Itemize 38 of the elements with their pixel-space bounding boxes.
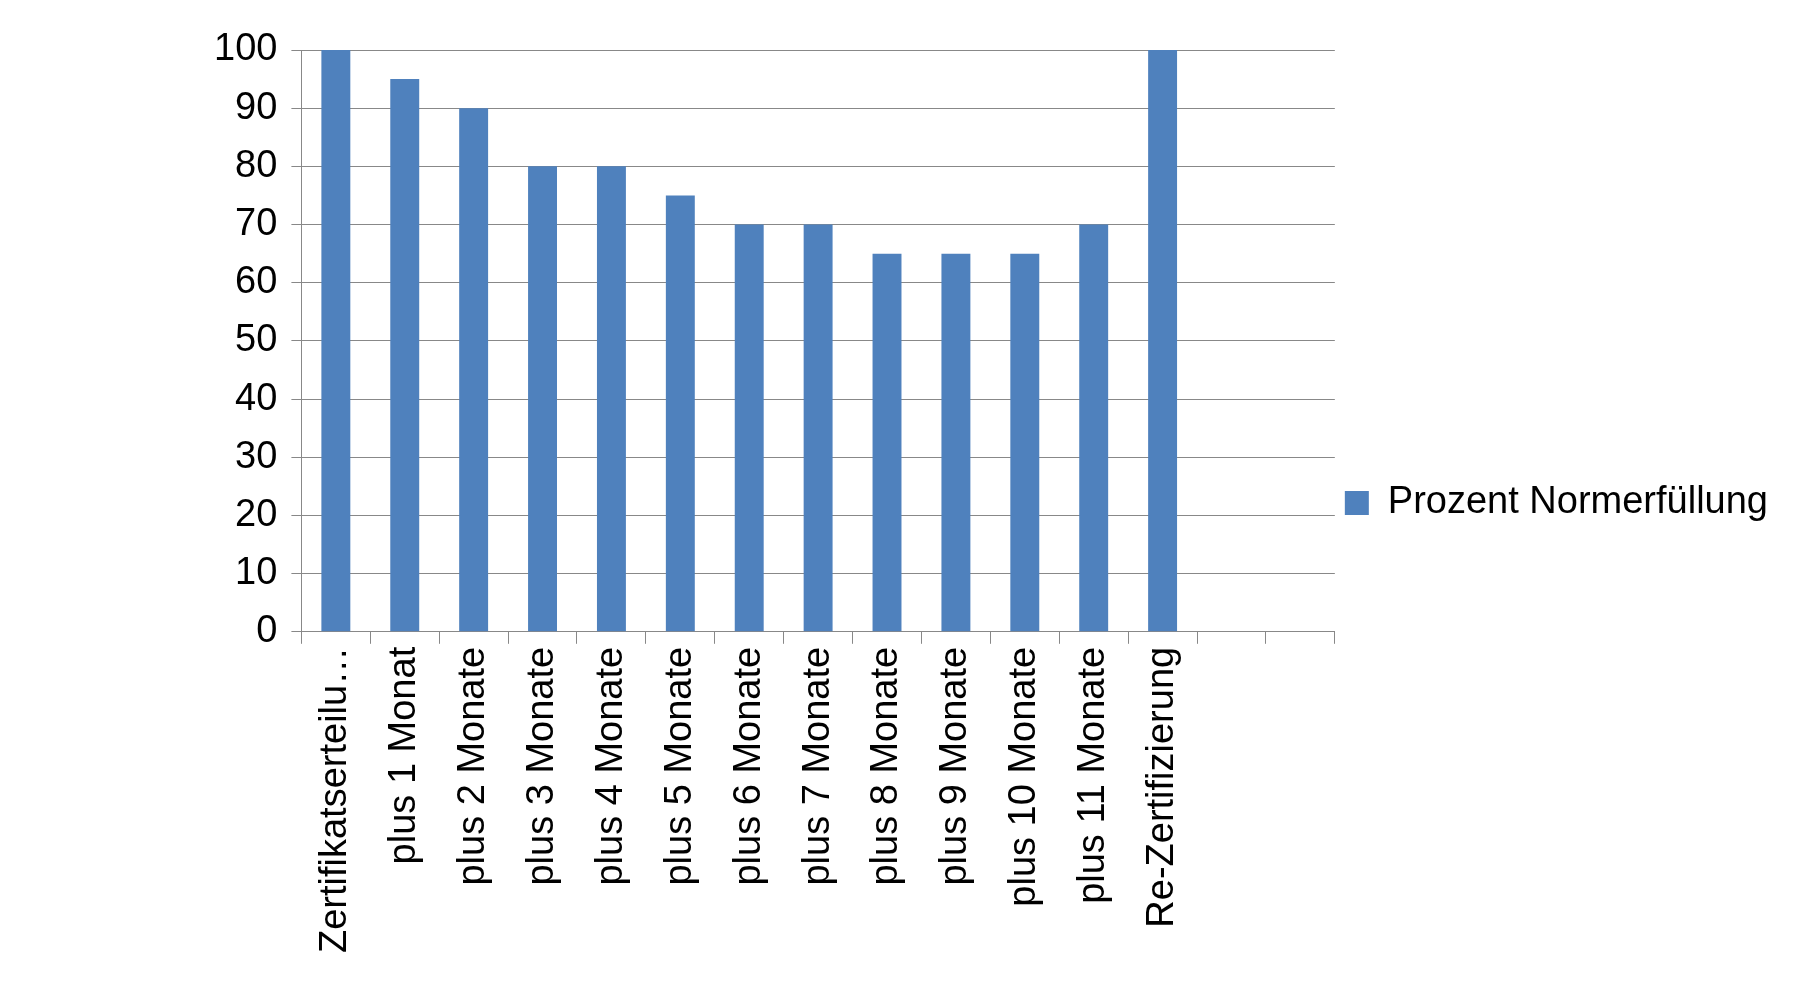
x-tick-label: plus 7 Monate bbox=[794, 646, 837, 886]
bar bbox=[390, 79, 420, 632]
x-tick-label: plus 8 Monate bbox=[863, 646, 906, 886]
bar bbox=[803, 224, 833, 632]
bar bbox=[665, 195, 695, 632]
bar bbox=[459, 108, 489, 632]
bar bbox=[1079, 224, 1109, 632]
x-tick-label: plus 2 Monate bbox=[450, 646, 493, 886]
bar bbox=[1148, 50, 1178, 632]
x-tick-label: Zertifikatserteilu… bbox=[312, 646, 355, 954]
y-tick-label: 60 bbox=[235, 259, 278, 302]
y-tick-label: 20 bbox=[235, 491, 278, 534]
bar bbox=[1010, 253, 1040, 632]
bar bbox=[321, 50, 351, 632]
y-tick-label: 40 bbox=[235, 375, 278, 418]
bar bbox=[528, 166, 557, 632]
x-tick-label: plus 4 Monate bbox=[587, 646, 630, 886]
y-tick-label: 50 bbox=[235, 317, 278, 360]
y-tick-label: 30 bbox=[235, 433, 278, 476]
legend-label: Prozent Normerfüllung bbox=[1387, 479, 1768, 522]
y-tick-label: 80 bbox=[235, 142, 278, 185]
x-tick-label: Re-Zertifizierung bbox=[1139, 646, 1182, 928]
y-tick-label: 10 bbox=[235, 550, 278, 593]
x-tick-label: plus 5 Monate bbox=[656, 646, 699, 886]
y-tick-label: 90 bbox=[235, 84, 278, 127]
bar bbox=[941, 253, 971, 632]
x-tick-label: plus 9 Monate bbox=[932, 646, 975, 886]
x-tick-label: plus 11 Monate bbox=[1070, 646, 1113, 904]
y-tick-label: 70 bbox=[235, 201, 278, 244]
x-tick-label: plus 1 Monat bbox=[381, 646, 424, 865]
bar bbox=[734, 224, 764, 632]
x-tick-label: plus 6 Monate bbox=[725, 646, 768, 886]
y-tick-label: 0 bbox=[256, 608, 278, 651]
bar bbox=[872, 253, 902, 632]
x-tick-label: plus 3 Monate bbox=[519, 646, 562, 886]
x-tick-label: plus 10 Monate bbox=[1001, 646, 1044, 907]
bar bbox=[596, 166, 626, 632]
y-tick-label: 100 bbox=[214, 26, 278, 69]
